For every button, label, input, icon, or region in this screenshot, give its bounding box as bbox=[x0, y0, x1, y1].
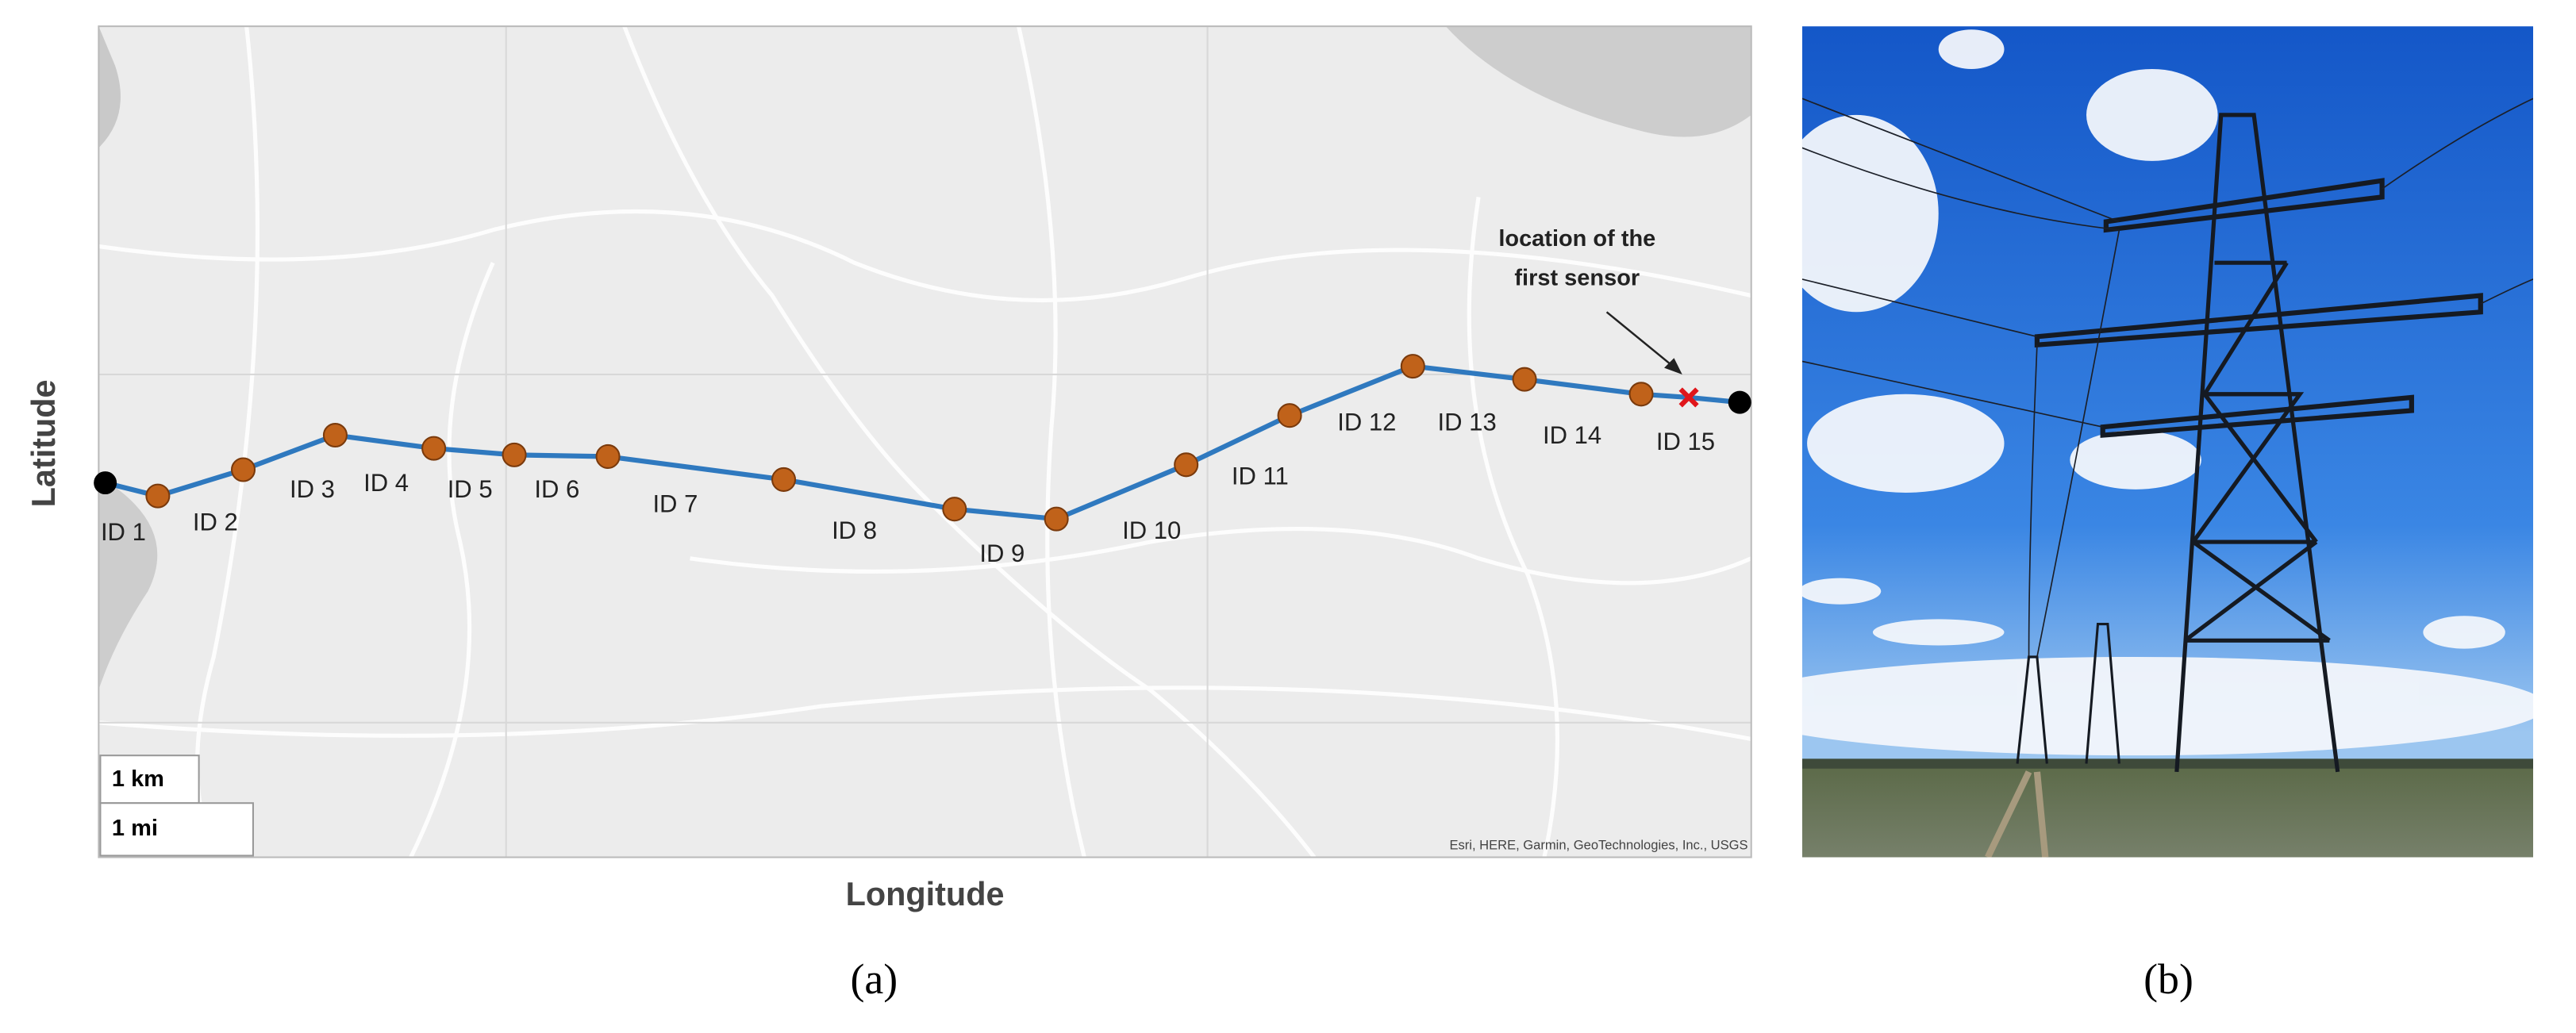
node-label: ID 1 bbox=[101, 518, 146, 546]
towers bbox=[145, 354, 1654, 532]
y-axis-label: Latitude bbox=[25, 379, 62, 507]
scale-mi-label: 1 mi bbox=[112, 816, 158, 841]
node-label: ID 2 bbox=[193, 509, 238, 536]
annotation-1: location of the bbox=[1498, 226, 1655, 252]
annotation-2: first sensor bbox=[1514, 266, 1640, 291]
node-label: ID 5 bbox=[448, 475, 493, 503]
node-label: ID 13 bbox=[1438, 408, 1497, 436]
attribution: Esri, HERE, Garmin, GeoTechnologies, Inc… bbox=[1449, 837, 1747, 852]
caption-b: (b) bbox=[2143, 955, 2193, 1003]
node-label: ID 14 bbox=[1543, 421, 1601, 449]
sensor-mark bbox=[1678, 387, 1699, 408]
map-border bbox=[98, 25, 1752, 858]
node-label: ID 12 bbox=[1337, 408, 1396, 436]
x-axis-label: Longitude bbox=[846, 876, 1005, 912]
node-label: ID 7 bbox=[652, 490, 698, 518]
node-label: ID 11 bbox=[1232, 463, 1289, 490]
node-label: ID 8 bbox=[832, 516, 877, 544]
arrow-head bbox=[1664, 358, 1682, 374]
map bbox=[98, 26, 1751, 858]
node-label: ID 10 bbox=[1122, 516, 1181, 544]
scale-mi bbox=[99, 802, 254, 857]
node-label: ID 3 bbox=[290, 475, 335, 503]
photo bbox=[1801, 26, 2534, 858]
annotation-arrow bbox=[1605, 311, 1680, 372]
endpoint bbox=[94, 471, 117, 495]
node-label: ID 15 bbox=[1656, 428, 1715, 455]
node-label: ID 6 bbox=[534, 475, 579, 503]
node-label: ID 4 bbox=[363, 469, 409, 497]
node-label: ID 9 bbox=[979, 540, 1025, 567]
caption-a: (a) bbox=[851, 955, 898, 1003]
endpoint bbox=[1728, 390, 1751, 414]
scale-km-label: 1 km bbox=[112, 766, 164, 792]
